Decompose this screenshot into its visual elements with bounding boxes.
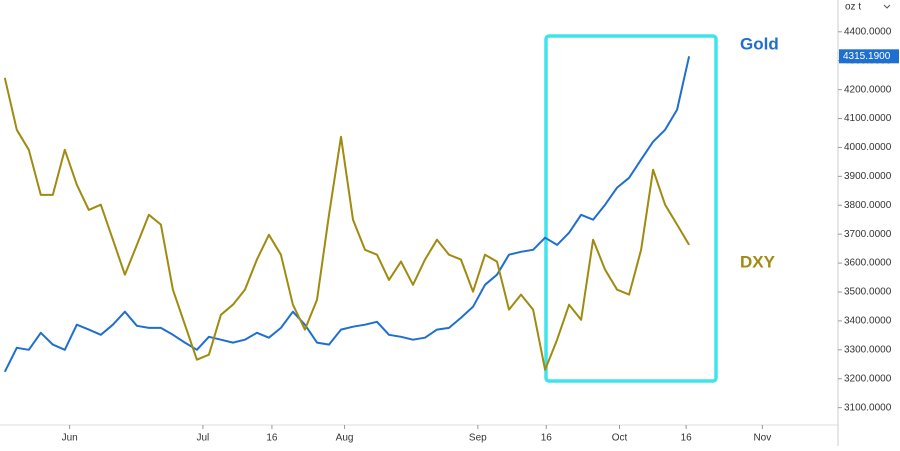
legend-label: Gold: [740, 34, 779, 53]
x-tick-label: Nov: [753, 433, 771, 444]
x-tick-label: 16: [681, 433, 693, 444]
y-tick-label: 3600.0000: [844, 258, 892, 269]
x-tick-label: Aug: [336, 433, 354, 444]
y-tick-label: 3700.0000: [844, 229, 892, 240]
x-tick-label: Oct: [612, 433, 628, 444]
series-line: [3, 77, 690, 371]
x-tick-label: Jun: [62, 433, 78, 444]
x-tick-label: 16: [266, 433, 278, 444]
x-tick-label: 16: [541, 433, 553, 444]
y-tick-label: 3300.0000: [844, 344, 892, 355]
y-tick-label: 4100.0000: [844, 113, 892, 124]
x-tick-label: Jul: [196, 433, 209, 444]
y-tick-label: 4400.0000: [844, 26, 892, 37]
unit-dropdown-icon[interactable]: [883, 4, 891, 9]
y-tick-label: 3400.0000: [844, 316, 892, 327]
axis-unit: oz t: [845, 2, 861, 13]
y-tick-label: 3900.0000: [844, 171, 892, 182]
y-tick-label: 3800.0000: [844, 200, 892, 211]
price-tag-bg: [839, 49, 899, 64]
y-tick-label: 3200.0000: [844, 373, 892, 384]
highlight-box: [544, 34, 718, 383]
legend-label: DXY: [740, 252, 776, 271]
y-tick-label: 3100.0000: [844, 402, 892, 413]
x-tick-label: Sep: [469, 433, 487, 444]
price-tag: 4315.1900: [843, 51, 891, 62]
y-tick-label: 3500.0000: [844, 287, 892, 298]
series-line: [3, 56, 691, 373]
y-tick-label: 4000.0000: [844, 142, 892, 153]
y-tick-label: 4200.0000: [844, 84, 892, 95]
